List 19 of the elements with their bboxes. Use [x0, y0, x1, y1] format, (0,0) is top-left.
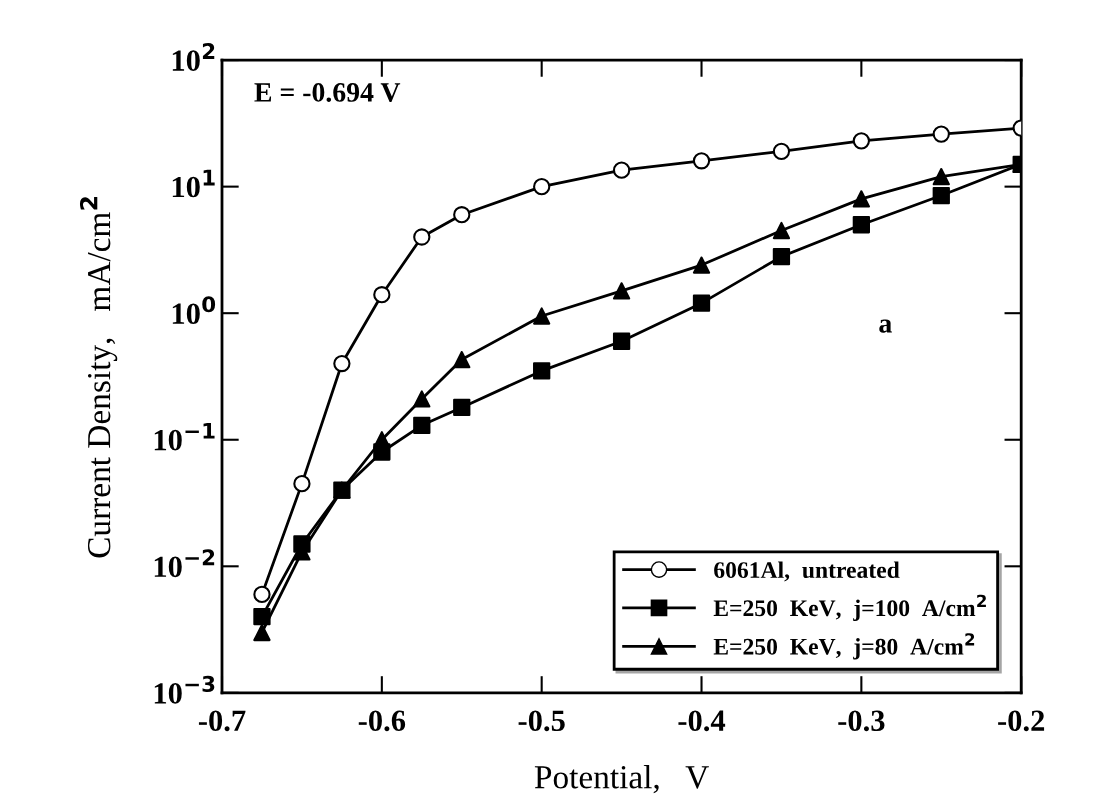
y-axis-title: Current Density, mA/cm$^{2}$: [79, 197, 118, 558]
legend-label: 6061Al, untreated: [714, 561, 900, 582]
x-tick-label: -0.2: [998, 710, 1045, 732]
x-tick-label: -0.7: [198, 710, 246, 732]
y-tick-label: 10$^{1}$: [172, 169, 215, 198]
annotation: E = -0.694 V: [254, 83, 401, 102]
x-tick-label: -0.3: [838, 710, 885, 732]
annotation: a: [879, 319, 892, 333]
y-tick-label: 10$^{2}$: [172, 43, 215, 71]
legend-label: E=250 KeV, j=80 A/cm$^{2}$: [713, 633, 975, 660]
x-tick-label: -0.6: [358, 710, 406, 732]
x-tick-label: -0.5: [518, 710, 565, 732]
x-tick-label: -0.4: [678, 710, 726, 732]
y-tick-label: 10$^{−1}$: [154, 422, 215, 451]
legend-label: E=250 KeV, j=100 A/cm$^{2}$: [713, 594, 986, 621]
x-axis-title: Potential, V: [534, 765, 709, 794]
y-tick-label: 10$^{−2}$: [154, 549, 215, 578]
y-tick-label: 10$^{−3}$: [154, 675, 215, 704]
y-tick-label: 10$^{0}$: [172, 296, 216, 325]
